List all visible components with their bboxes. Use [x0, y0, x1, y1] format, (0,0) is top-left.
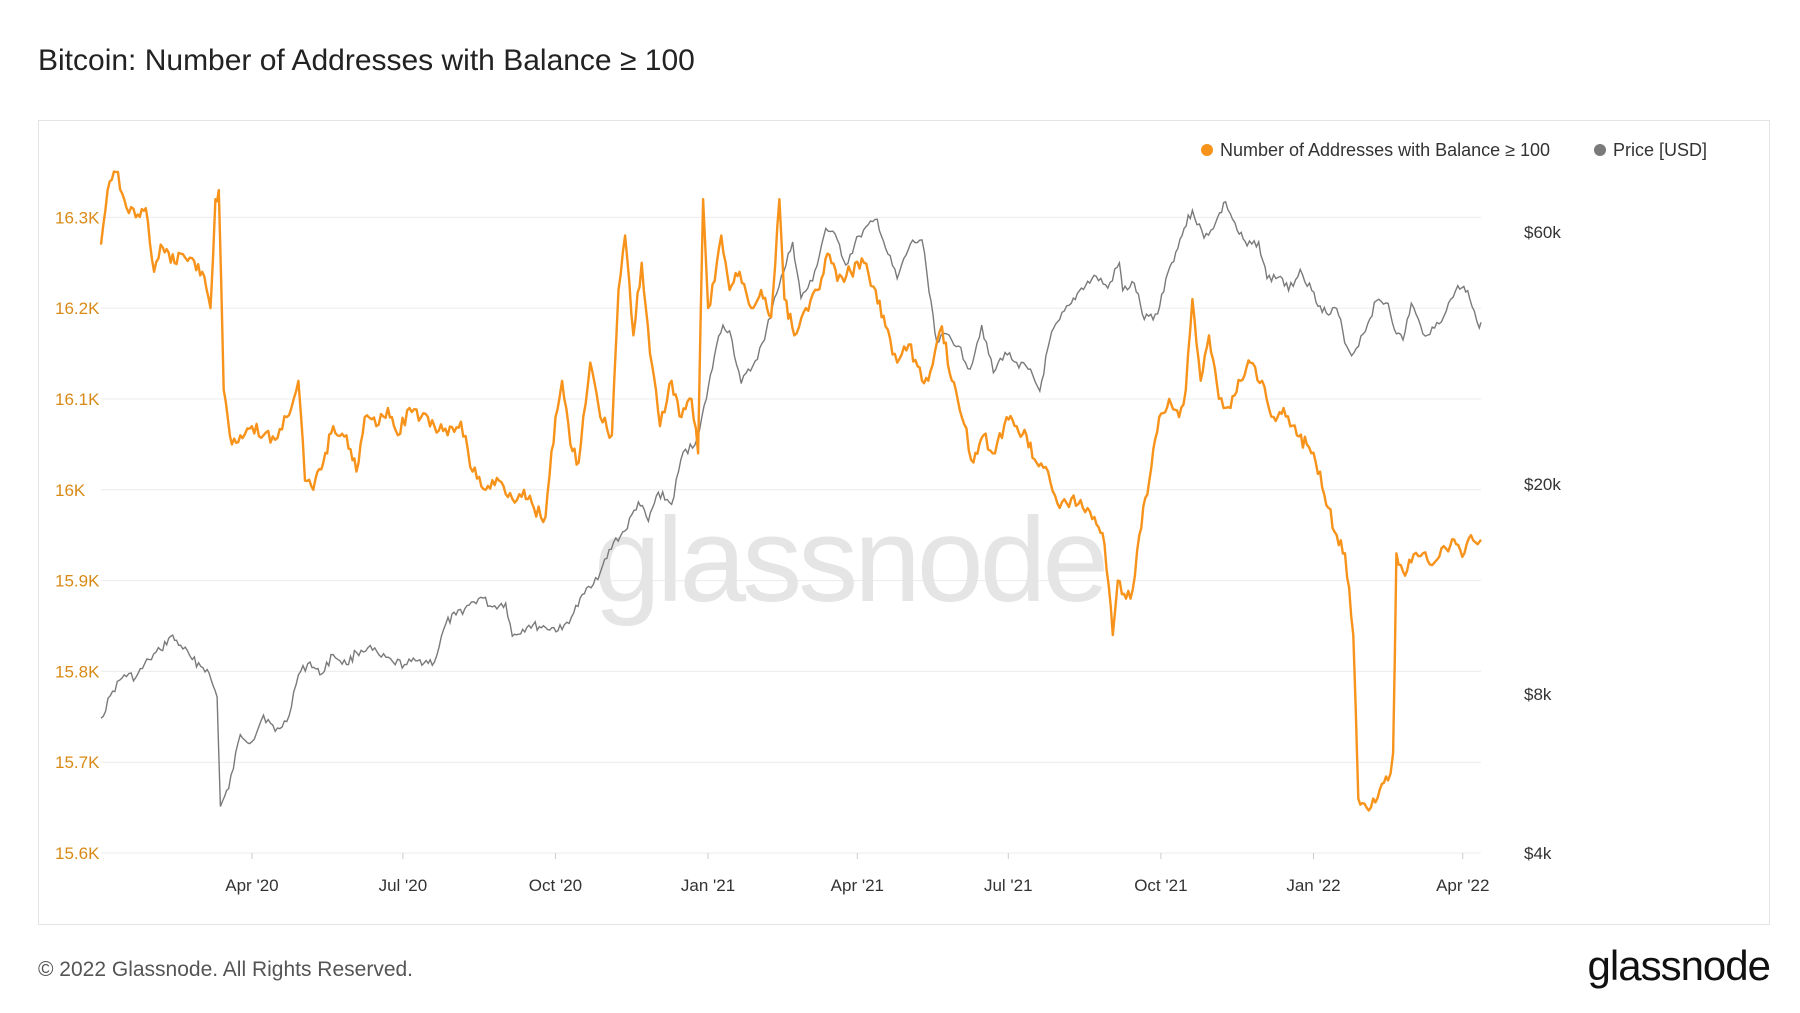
y-left-tick-label: 16.2K [55, 299, 100, 318]
y-left-tick-label: 16K [55, 481, 86, 500]
x-axis: Apr '20 Jul '20 Oct '20 Jan '21 Apr '21 Jul '… [225, 853, 1489, 895]
chart-panel: glassnode 15.6K 15.7K 15.8K 15.9K 16K 16.1K 16… [38, 120, 1770, 925]
legend-label-price[interactable]: Price [USD] [1613, 140, 1707, 160]
footer-logo[interactable]: glassnode [1587, 942, 1771, 989]
gridlines [101, 216, 1481, 854]
footer-copyright: © 2022 Glassnode. All Rights Reserved. [38, 958, 414, 981]
y-right-tick-label: $4k [1524, 844, 1552, 863]
x-tick-label: Oct '20 [529, 876, 582, 895]
legend-marker-price[interactable] [1594, 144, 1606, 156]
page-title: Bitcoin: Number of Addresses with Balanc… [38, 44, 695, 77]
x-tick-label: Apr '20 [225, 876, 278, 895]
x-tick-label: Jul '21 [984, 876, 1033, 895]
y-left-tick-label: 15.6K [55, 844, 100, 863]
legend-marker-addresses[interactable] [1201, 144, 1213, 156]
y-left-tick-label: 16.1K [55, 390, 100, 409]
legend-label-addresses[interactable]: Number of Addresses with Balance ≥ 100 [1220, 140, 1550, 160]
y-right-tick-label: $20k [1524, 475, 1561, 494]
y-axis-left: 15.6K 15.7K 15.8K 15.9K 16K 16.1K 16.2K 16.3K [55, 208, 100, 863]
chart: glassnode 15.6K 15.7K 15.8K 15.9K 16K 16.1K 16… [55, 140, 1707, 895]
y-axis-right: $4k $8k $20k $60k [1524, 223, 1561, 863]
y-left-tick-label: 15.7K [55, 753, 100, 772]
y-right-tick-label: $60k [1524, 223, 1561, 242]
y-left-tick-label: 16.3K [55, 208, 100, 227]
x-tick-label: Apr '22 [1436, 876, 1489, 895]
y-right-tick-label: $8k [1524, 685, 1552, 704]
series-line-addresses [99, 170, 1482, 812]
y-left-tick-label: 15.9K [55, 572, 100, 591]
series-line-price [100, 200, 1482, 807]
x-tick-label: Jan '22 [1286, 876, 1340, 895]
y-left-tick-label: 15.8K [55, 662, 100, 681]
x-tick-label: Jul '20 [379, 876, 428, 895]
x-tick-label: Apr '21 [831, 876, 884, 895]
watermark: glassnode [594, 493, 1105, 627]
x-tick-label: Jan '21 [681, 876, 735, 895]
x-tick-label: Oct '21 [1134, 876, 1187, 895]
legend[interactable]: Number of Addresses with Balance ≥ 100 P… [1201, 140, 1707, 160]
